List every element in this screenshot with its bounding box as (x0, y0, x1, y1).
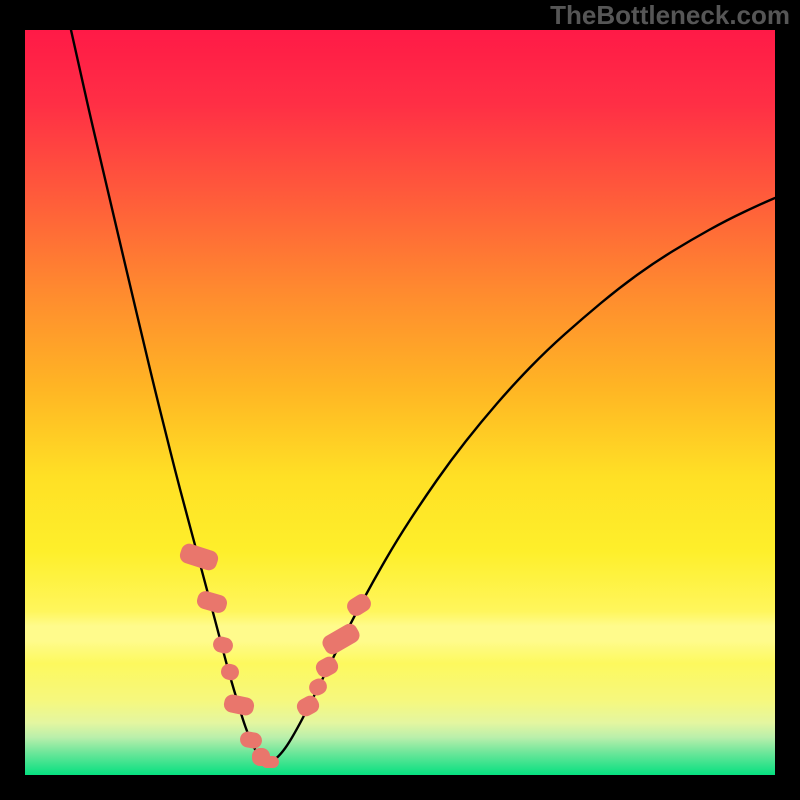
data-marker (313, 654, 341, 680)
data-marker (195, 589, 229, 615)
frame-left (0, 0, 25, 800)
data-marker (219, 662, 240, 682)
data-marker (306, 676, 329, 699)
marker-group-left (178, 542, 279, 768)
data-marker (294, 693, 322, 719)
frame-right (775, 0, 800, 800)
data-marker (239, 730, 263, 750)
data-marker (178, 542, 220, 573)
data-marker (211, 635, 234, 655)
right-curve (268, 198, 775, 763)
data-marker (320, 621, 363, 657)
left-curve (71, 30, 268, 763)
watermark-text: TheBottleneck.com (550, 0, 790, 31)
plot-area (25, 30, 775, 775)
data-marker (261, 756, 279, 768)
data-marker (344, 591, 374, 619)
frame-bottom (0, 775, 800, 800)
data-marker (222, 693, 255, 717)
chart-svg (25, 30, 775, 775)
